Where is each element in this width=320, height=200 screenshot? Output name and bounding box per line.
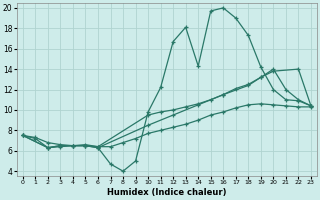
X-axis label: Humidex (Indice chaleur): Humidex (Indice chaleur) <box>107 188 227 197</box>
